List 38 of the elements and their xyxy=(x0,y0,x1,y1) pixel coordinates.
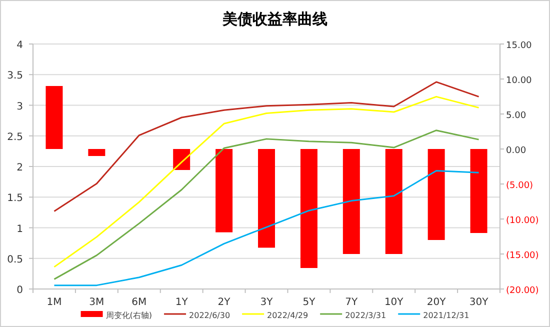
y-tick-label: 2 xyxy=(16,162,23,174)
y2-tick-label: (20.00) xyxy=(506,286,539,296)
y2-tick-label: 10.00 xyxy=(506,76,532,86)
line-series xyxy=(53,81,480,212)
x-tick-label: 2Y xyxy=(218,297,232,308)
x-tick-label: 30Y xyxy=(469,297,490,308)
y-tick-label: 3.5 xyxy=(7,70,23,82)
y-tick-label: 0 xyxy=(16,285,23,296)
x-tick-label: 10Y xyxy=(384,297,404,308)
x-tick-label: 20Y xyxy=(426,297,447,308)
y2-tick-label: 5.00 xyxy=(506,111,526,121)
y2-tick-label: 0.00 xyxy=(506,146,526,156)
legend-label: 2021/12/31 xyxy=(423,311,470,320)
line-series xyxy=(53,130,480,280)
legend-label: 周变化(右轴) xyxy=(106,311,152,320)
x-tick-label: 3M xyxy=(89,297,104,308)
x-tick-label: 6M xyxy=(132,297,147,308)
line-series xyxy=(53,170,480,286)
y2-tick-label: (15.00) xyxy=(506,251,539,261)
x-tick-label: 1M xyxy=(46,297,62,308)
legend-label: 2022/4/29 xyxy=(267,311,308,320)
legend-label: 2022/3/31 xyxy=(345,311,386,320)
line-series xyxy=(53,96,480,268)
x-tick-label: 7Y xyxy=(345,297,359,308)
x-tick-label: 3Y xyxy=(260,297,274,308)
legend-label: 2022/6/30 xyxy=(189,311,230,320)
y-tick-label: 0.5 xyxy=(7,254,23,266)
y2-tick-label: 15.00 xyxy=(506,41,532,51)
y2-tick-label: (5.00) xyxy=(506,181,534,191)
y-tick-label: 2.5 xyxy=(7,132,23,143)
y-tick-label: 3 xyxy=(16,101,23,112)
y2-tick-label: (10.00) xyxy=(506,216,539,226)
chart-title: 美债收益率曲线 xyxy=(222,10,328,28)
x-tick-label: 1Y xyxy=(175,297,189,308)
y-tick-label: 4 xyxy=(16,40,23,51)
y-tick-label: 1.5 xyxy=(7,193,23,204)
x-tick-label: 5Y xyxy=(302,297,316,308)
y-tick-label: 1 xyxy=(16,224,23,235)
